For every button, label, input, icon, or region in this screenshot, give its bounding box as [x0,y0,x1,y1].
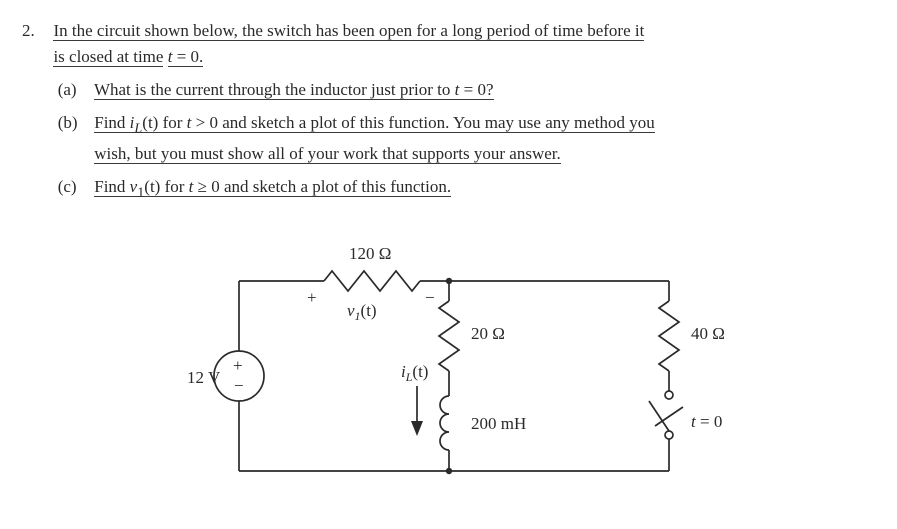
r3-label: 40 Ω [691,324,725,343]
switch-label: t = 0 [691,412,722,431]
part-a: (a) What is the current through the indu… [58,77,875,103]
part-c-text: Find v1(t) for t ≥ 0 and sketch a plot o… [94,177,451,197]
intro-line-2: is closed at time t = 0. [53,47,203,67]
l-label: 200 mH [471,414,526,433]
problem-header: 2. In the circuit shown below, the switc… [22,18,875,69]
r2-label: 20 Ω [471,324,505,343]
part-a-text: What is the current through the inductor… [94,80,494,100]
part-b-line2: wish, but you must show all of your work… [94,144,561,164]
source-label: 12 V [187,368,221,387]
v1-plus: + [307,288,317,307]
part-c: (c) Find v1(t) for t ≥ 0 and sketch a pl… [58,174,875,204]
r1-label: 120 Ω [349,244,391,263]
problem-number: 2. [22,18,49,44]
circuit-diagram: + − 12 V 120 Ω + − v1(t) 20 Ω iL(t) 200 … [22,211,875,511]
parts-list: (a) What is the current through the indu… [22,77,875,204]
svg-text:+: + [233,356,243,375]
v1-label: v1(t) [347,301,377,323]
part-b: (b) Find iL(t) for t > 0 and sketch a pl… [58,110,875,167]
svg-text:−: − [234,376,244,395]
il-label: iL(t) [401,362,428,384]
part-b-line1: Find iL(t) for t > 0 and sketch a plot o… [94,113,655,133]
intro-line-1: In the circuit shown below, the switch h… [53,21,644,41]
v1-minus: − [425,288,435,307]
